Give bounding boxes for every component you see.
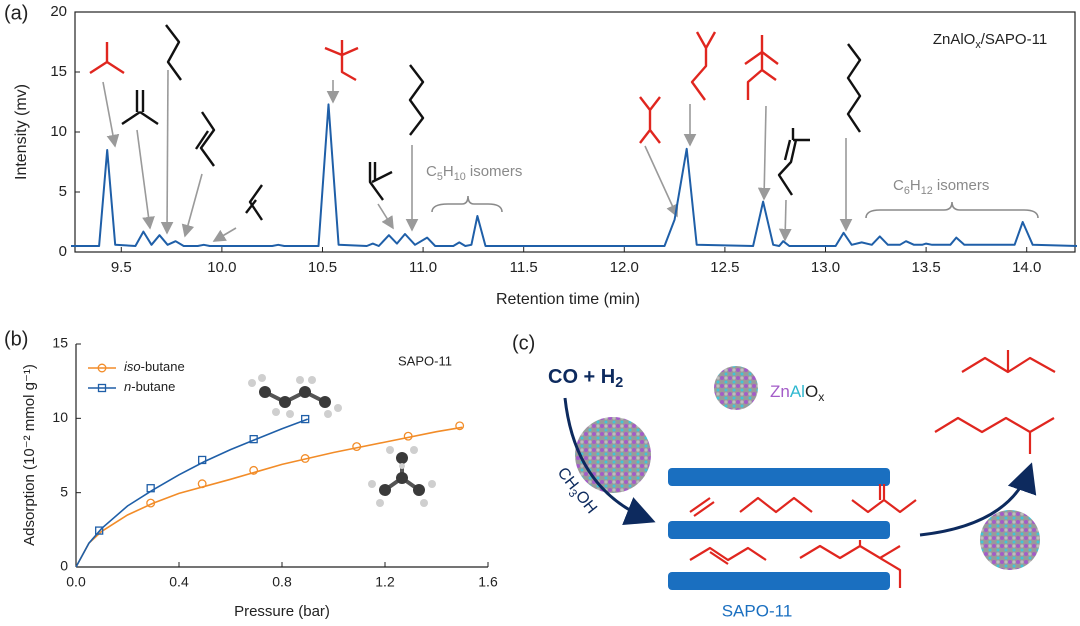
text-part: ZnAlO <box>933 31 976 48</box>
panel-label: (b) <box>4 328 28 350</box>
plot-frame <box>74 11 1076 253</box>
molecules <box>89 24 862 221</box>
panel-label: (a) <box>4 2 28 24</box>
text-part: C <box>893 177 904 194</box>
text-part: 6 <box>904 185 910 197</box>
point <box>249 465 259 475</box>
y-tick-label: 10 <box>50 123 67 140</box>
text-part: 5 <box>437 171 443 183</box>
legend-label: iso-butane <box>124 359 185 374</box>
molecule-models <box>248 374 436 507</box>
annotation: SAPO-11 <box>398 353 452 368</box>
point <box>301 414 310 424</box>
fit-line <box>75 418 309 568</box>
x-tick-label: 12.0 <box>610 259 639 276</box>
rich-text: ZnAlOx/SAPO-11 <box>933 31 1047 51</box>
y-tick-label: 15 <box>50 63 67 80</box>
text-part: H <box>910 177 921 194</box>
arrows <box>102 69 1039 242</box>
x-tick-label: 0.4 <box>169 574 189 590</box>
y-tick-label: 5 <box>60 483 68 499</box>
scheme: (c) SAPO-11 <box>512 332 1056 620</box>
x-tick-label: 9.5 <box>111 259 132 276</box>
x-tick-label: 14.0 <box>1012 259 1041 276</box>
rich-text: CO + H2 <box>548 366 623 391</box>
text-part: x <box>975 39 981 51</box>
zeolite-label: SAPO-11 <box>722 601 793 620</box>
text-part: H <box>443 163 454 180</box>
x-tick-label: 10.0 <box>207 259 236 276</box>
y-tick-label: 10 <box>52 409 68 425</box>
text-part: CO + H <box>548 366 615 388</box>
y-tick-label: 5 <box>59 183 67 200</box>
text-part: 2 <box>615 375 623 391</box>
y-tick-label: 0 <box>59 243 67 260</box>
x-tick-label: 12.5 <box>710 259 739 276</box>
x-tick-label: 1.6 <box>478 574 498 590</box>
x-tick-label: 1.2 <box>375 574 395 590</box>
text-part: x <box>818 390 824 404</box>
rich-text: ZnAlOx <box>770 382 824 404</box>
x-axis-title: Retention time (min) <box>496 291 640 308</box>
x-tick-label: 0.8 <box>272 574 292 590</box>
point <box>146 498 156 508</box>
x-axis-title: Pressure (bar) <box>234 603 330 620</box>
x-tick-label: 13.5 <box>912 259 941 276</box>
x-tick-label: 10.5 <box>308 259 337 276</box>
text-part: isomers <box>933 177 990 194</box>
y-axis-title: Intensity (mv) <box>13 84 30 180</box>
x-tick-label: 11.0 <box>409 259 437 276</box>
point <box>146 484 155 493</box>
legend-marker <box>97 363 107 373</box>
text-part: Al <box>790 382 805 401</box>
point <box>249 434 258 444</box>
y-axis-title: Adsorption (10⁻² mmol g⁻¹) <box>21 364 38 546</box>
fit-line <box>75 426 463 568</box>
rich-text: C6H12 isomers <box>893 177 989 197</box>
text-part: C <box>426 163 437 180</box>
text-part: /SAPO-11 <box>981 31 1047 48</box>
text-part: 10 <box>454 171 466 183</box>
text-part: Zn <box>770 382 790 401</box>
text-part: isomers <box>466 163 523 180</box>
point <box>300 454 310 463</box>
legend-marker <box>97 383 107 393</box>
x-tick-label: 13.0 <box>811 259 840 276</box>
x-tick-label: 11.5 <box>510 259 538 276</box>
text-part: O <box>805 382 818 401</box>
rich-text: C5H10 isomers <box>426 163 522 183</box>
point <box>455 421 465 431</box>
y-tick-label: 15 <box>52 335 68 351</box>
panel-label: (c) <box>512 332 535 354</box>
chromatogram-line <box>71 103 1078 247</box>
point <box>352 442 362 452</box>
point <box>403 431 413 441</box>
x-tick-label: 0.0 <box>66 574 86 590</box>
point <box>95 526 104 535</box>
legend-label: n-butane <box>124 379 175 394</box>
point <box>198 455 207 465</box>
y-tick-label: 20 <box>50 3 67 20</box>
text-part: 12 <box>921 185 933 197</box>
point <box>197 479 207 489</box>
y-tick-label: 0 <box>60 558 68 574</box>
